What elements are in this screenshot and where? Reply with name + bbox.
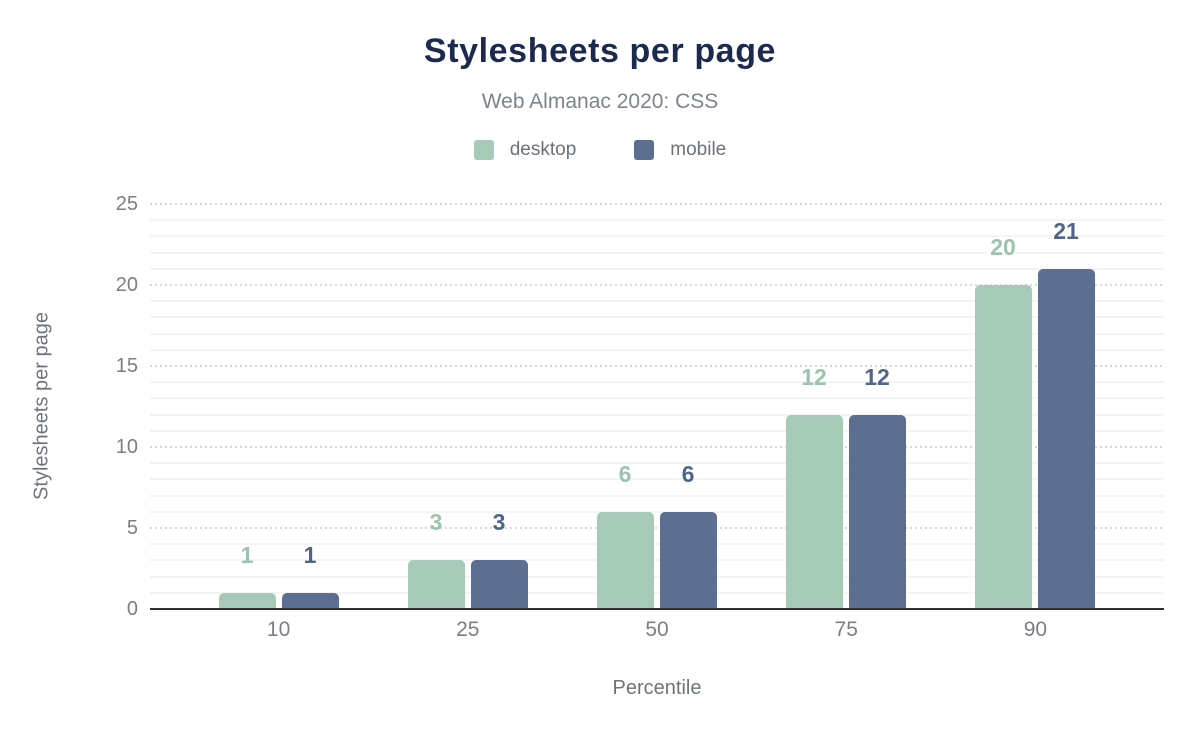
bar-value-desktop-p25: 3 bbox=[429, 509, 443, 536]
bar-value-mobile-p75: 12 bbox=[864, 363, 890, 390]
bar-group-p75: 12 12 bbox=[751, 204, 940, 609]
y-tick-25: 25 bbox=[115, 193, 138, 215]
gridline-15 bbox=[150, 365, 1164, 367]
bar-value-desktop-p10: 1 bbox=[240, 541, 254, 568]
bar-value-mobile-p10: 1 bbox=[303, 541, 317, 568]
bar-desktop-p50: 6 bbox=[596, 462, 654, 609]
y-tick-10: 10 bbox=[115, 436, 138, 458]
y-tick-20: 20 bbox=[115, 274, 138, 296]
legend-swatch-mobile bbox=[634, 140, 655, 160]
bar-value-desktop-p90: 20 bbox=[990, 234, 1016, 260]
gridline-19 bbox=[150, 300, 1164, 303]
y-tick-5: 5 bbox=[126, 517, 138, 539]
gridline-1 bbox=[150, 591, 1164, 594]
bar-mobile-p90: 21 bbox=[1037, 219, 1095, 609]
gridline-22 bbox=[150, 251, 1164, 254]
bar-value-mobile-p50: 6 bbox=[681, 460, 695, 487]
bar-desktop-p90: 20 bbox=[974, 236, 1032, 609]
bar-value-desktop-p75: 12 bbox=[801, 363, 827, 390]
gridline-20 bbox=[150, 284, 1164, 286]
bar-mobile-p75: 12 bbox=[848, 365, 906, 609]
legend-label-mobile: mobile bbox=[670, 139, 727, 160]
bar-desktop-p75: 12 bbox=[785, 365, 843, 609]
x-tick-10: 10 bbox=[266, 618, 291, 641]
bar-value-desktop-p50: 6 bbox=[618, 460, 632, 487]
legend-label-desktop: desktop bbox=[509, 139, 577, 160]
bar-desktop-p10: 1 bbox=[218, 543, 276, 609]
plot-area: 1 1 3 3 6 6 12 12 20 21 bbox=[150, 203, 1164, 610]
gridline-13 bbox=[150, 397, 1164, 400]
gridline-14 bbox=[150, 381, 1164, 384]
x-axis-title: Percentile bbox=[612, 677, 702, 699]
gridline-3 bbox=[150, 559, 1164, 562]
x-tick-75: 75 bbox=[834, 618, 858, 641]
legend-swatch-desktop bbox=[473, 140, 494, 160]
bar-value-mobile-p25: 3 bbox=[492, 509, 506, 536]
gridline-6 bbox=[150, 510, 1164, 513]
gridline-9 bbox=[150, 462, 1164, 465]
chart-subtitle: Web Almanac 2020: CSS bbox=[481, 90, 719, 113]
x-tick-50: 50 bbox=[645, 618, 669, 641]
gridline-5 bbox=[150, 527, 1164, 529]
gridline-25 bbox=[150, 203, 1164, 205]
x-axis-line bbox=[150, 608, 1164, 610]
y-tick-0: 0 bbox=[126, 598, 138, 620]
y-tick-labels: 0 5 10 15 20 25 bbox=[0, 193, 138, 620]
x-tick-90: 90 bbox=[1023, 618, 1048, 641]
gridline-7 bbox=[150, 494, 1164, 497]
gridline-18 bbox=[150, 316, 1164, 319]
bar-mobile-p10: 1 bbox=[281, 543, 339, 609]
bar-desktop-p25: 3 bbox=[407, 511, 465, 609]
legend: desktop mobile bbox=[0, 139, 1200, 161]
gridline-23 bbox=[150, 235, 1164, 238]
gridline-12 bbox=[150, 413, 1164, 416]
gridline-21 bbox=[150, 267, 1164, 270]
bar-mobile-p50: 6 bbox=[659, 462, 717, 609]
x-tick-25: 25 bbox=[456, 618, 480, 641]
bar-group-p90: 20 21 bbox=[940, 204, 1129, 609]
gridline-10 bbox=[150, 446, 1164, 448]
gridline-17 bbox=[150, 332, 1164, 335]
gridline-4 bbox=[150, 543, 1164, 546]
gridline-2 bbox=[150, 575, 1164, 578]
gridline-16 bbox=[150, 348, 1164, 351]
y-tick-15: 15 bbox=[115, 355, 138, 377]
chart-title: Stylesheets per page bbox=[423, 32, 777, 70]
bar-value-mobile-p90: 21 bbox=[1053, 217, 1079, 244]
bar-mobile-p25: 3 bbox=[470, 511, 528, 609]
gridline-8 bbox=[150, 478, 1164, 481]
gridline-24 bbox=[150, 219, 1164, 222]
bar-groups: 1 1 3 3 6 6 12 12 20 21 bbox=[184, 204, 1129, 609]
x-tick-labels: 10 25 50 75 90 bbox=[184, 618, 1130, 642]
legend-item-mobile: mobile bbox=[634, 139, 726, 161]
legend-item-desktop: desktop bbox=[473, 139, 577, 161]
gridline-11 bbox=[150, 429, 1164, 432]
